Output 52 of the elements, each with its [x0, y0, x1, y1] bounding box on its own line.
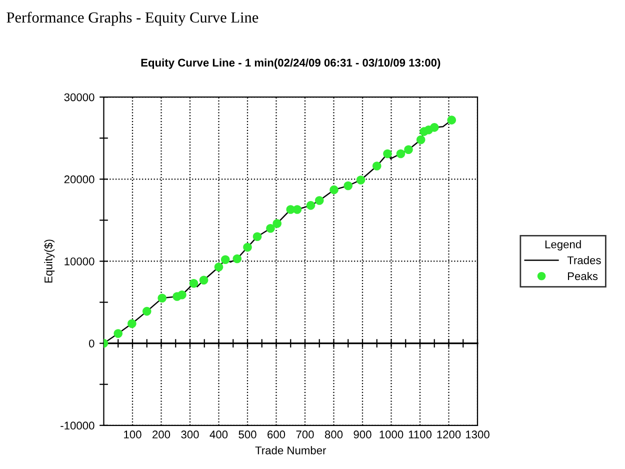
point [306, 201, 316, 210]
y-tick-label: 30000 [64, 93, 94, 102]
point [214, 262, 224, 272]
point [383, 149, 392, 158]
point [128, 319, 136, 328]
point [292, 205, 302, 214]
x-tick-label: 1200 [437, 430, 461, 438]
point [314, 196, 324, 205]
point [447, 116, 456, 124]
point [142, 306, 152, 316]
x-tick-label: 800 [324, 430, 343, 438]
x-tick-label: 100 [124, 430, 142, 438]
point [330, 185, 338, 194]
x-tick-label: 500 [238, 430, 256, 438]
x-tick-label: 700 [296, 430, 314, 438]
point [199, 276, 208, 284]
x-tick-label: 1000 [380, 430, 404, 438]
x-tick-label: 400 [210, 430, 228, 438]
y-axis-title: Equity($) [44, 240, 55, 283]
point [189, 279, 198, 288]
point [396, 149, 406, 158]
point [114, 329, 123, 338]
y-tick-label: 10000 [64, 258, 94, 266]
point [252, 232, 262, 242]
x-axis-title: Trade Number [255, 446, 326, 454]
legend-label: Peaks [568, 272, 598, 280]
point [158, 294, 167, 303]
point [178, 290, 186, 300]
point [220, 255, 230, 264]
x-tick-label: 200 [152, 430, 170, 438]
legend-label: Trades [567, 256, 601, 264]
point [243, 242, 252, 252]
y-tick-label: -10000 [60, 422, 94, 430]
x-tick-label: 600 [268, 430, 286, 438]
point [232, 254, 242, 264]
x-tick-label: 1300 [466, 430, 490, 438]
x-tick-label: 1100 [408, 430, 432, 438]
point [344, 181, 353, 190]
chart-subtitle: Equity Curve Line - 1 min(02/24/09 06:31 - 03/10/09 13:00) [141, 58, 440, 69]
y-tick-label: 0 [88, 340, 94, 348]
y-tick-label: 20000 [64, 175, 94, 184]
point [430, 123, 439, 132]
x-tick-label: 900 [354, 430, 372, 438]
chart-title: Performance Graphs - Equity Curve Line [6, 12, 258, 26]
point [266, 224, 275, 233]
point [416, 135, 426, 144]
legend-title: Legend [545, 240, 581, 250]
x-tick-label: 300 [181, 430, 199, 438]
point [356, 176, 366, 184]
point [272, 219, 282, 228]
point [372, 162, 382, 170]
point [404, 145, 413, 154]
